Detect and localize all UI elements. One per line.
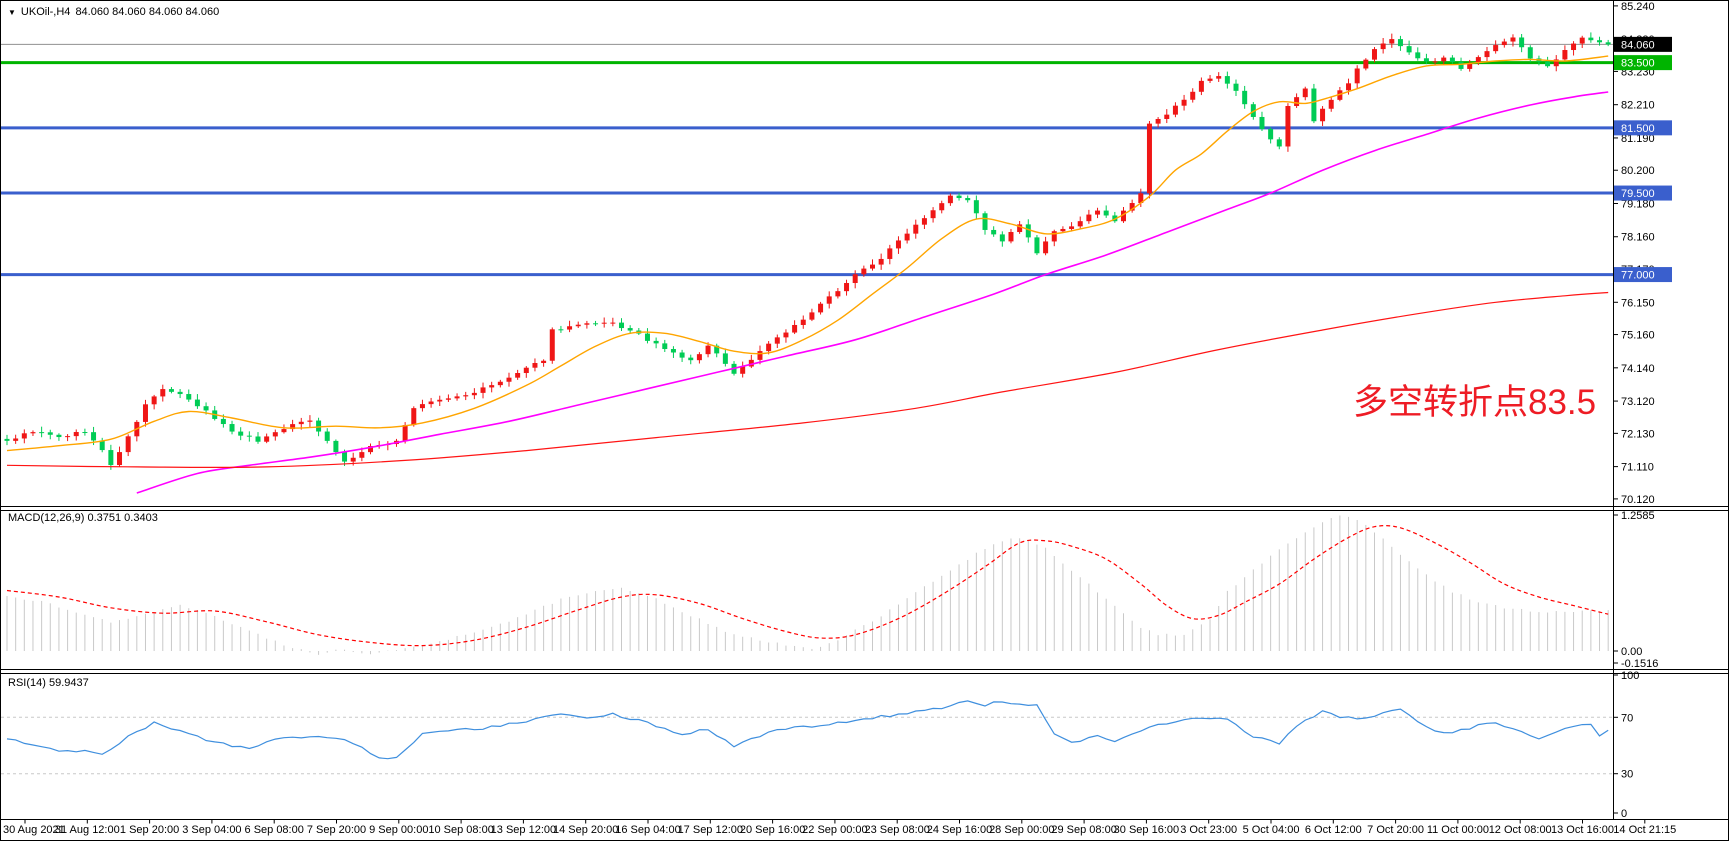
- svg-text:1 Sep 20:00: 1 Sep 20:00: [120, 824, 179, 836]
- svg-text:1.2585: 1.2585: [1621, 510, 1655, 522]
- svg-text:3 Sep 04:00: 3 Sep 04:00: [182, 824, 241, 836]
- rsi-level-lines: [1, 716, 1613, 775]
- svg-text:70: 70: [1621, 712, 1633, 724]
- candles: [4, 32, 1611, 470]
- svg-text:10 Sep 08:00: 10 Sep 08:00: [428, 824, 493, 836]
- svg-text:13 Sep 12:00: 13 Sep 12:00: [491, 824, 556, 836]
- svg-text:80.200: 80.200: [1621, 165, 1655, 177]
- svg-text:85.240: 85.240: [1621, 1, 1655, 13]
- svg-text:72.130: 72.130: [1621, 428, 1655, 440]
- svg-text:23 Sep 08:00: 23 Sep 08:00: [864, 824, 929, 836]
- macd-panel[interactable]: [6, 515, 1609, 655]
- svg-text:83.500: 83.500: [1621, 58, 1655, 70]
- macd-indicator-label: MACD(12,26,9) 0.3751 0.3403: [8, 512, 158, 524]
- svg-text:7 Sep 20:00: 7 Sep 20:00: [307, 824, 366, 836]
- svg-text:11 Oct 00:00: 11 Oct 00:00: [1427, 824, 1489, 836]
- level-lines[interactable]: [1, 61, 1613, 277]
- svg-text:7 Oct 20:00: 7 Oct 20:00: [1367, 824, 1424, 836]
- svg-text:20 Sep 16:00: 20 Sep 16:00: [740, 824, 805, 836]
- panel-borders: [1, 1, 1728, 820]
- quote-values: 84.060 84.060 84.060 84.060: [75, 6, 220, 18]
- rsi-line: [6, 700, 1609, 760]
- svg-text:81.190: 81.190: [1621, 133, 1655, 145]
- macd-histogram: [6, 515, 1609, 655]
- svg-text:75.160: 75.160: [1621, 330, 1655, 342]
- svg-text:30: 30: [1621, 769, 1633, 781]
- svg-text:14 Sep 20:00: 14 Sep 20:00: [553, 824, 618, 836]
- svg-text:82.210: 82.210: [1621, 100, 1655, 112]
- svg-text:13 Oct 16:00: 13 Oct 16:00: [1551, 824, 1614, 836]
- svg-text:77.000: 77.000: [1621, 270, 1655, 282]
- svg-text:84.060: 84.060: [1621, 39, 1655, 51]
- svg-text:70.120: 70.120: [1621, 494, 1655, 506]
- svg-text:24 Sep 16:00: 24 Sep 16:00: [927, 824, 992, 836]
- svg-text:0: 0: [1621, 808, 1627, 820]
- moving-average-lines: [6, 55, 1609, 494]
- svg-text:22 Sep 00:00: 22 Sep 00:00: [802, 824, 867, 836]
- svg-text:30 Sep 16:00: 30 Sep 16:00: [1114, 824, 1179, 836]
- svg-text:16 Sep 04:00: 16 Sep 04:00: [615, 824, 680, 836]
- svg-text:6 Sep 08:00: 6 Sep 08:00: [245, 824, 304, 836]
- svg-text:-0.1516: -0.1516: [1621, 658, 1658, 670]
- svg-text:12 Oct 08:00: 12 Oct 08:00: [1489, 824, 1552, 836]
- svg-text:81.500: 81.500: [1621, 123, 1655, 135]
- svg-text:76.150: 76.150: [1621, 297, 1655, 309]
- svg-text:3 Oct 23:00: 3 Oct 23:00: [1180, 824, 1237, 836]
- svg-text:79.180: 79.180: [1621, 198, 1655, 210]
- trade-note-annotation: 多空转折点83.5: [1353, 383, 1597, 422]
- main-panel[interactable]: [1, 32, 1613, 494]
- chart-title-bar: ▼ UKOil-,H4 84.060 84.060 84.060 84.060: [8, 6, 219, 18]
- svg-text:17 Sep 12:00: 17 Sep 12:00: [678, 824, 743, 836]
- svg-text:29 Sep 08:00: 29 Sep 08:00: [1051, 824, 1116, 836]
- svg-text:78.160: 78.160: [1621, 232, 1655, 244]
- svg-text:9 Sep 00:00: 9 Sep 00:00: [369, 824, 428, 836]
- rsi-indicator-label: RSI(14) 59.9437: [8, 677, 89, 689]
- svg-text:71.110: 71.110: [1621, 462, 1654, 474]
- svg-text:100: 100: [1621, 670, 1639, 682]
- price-axis[interactable]: 85.24084.22083.23082.21081.19080.20079.1…: [1613, 1, 1672, 820]
- svg-text:0.00: 0.00: [1621, 646, 1642, 658]
- svg-text:79.500: 79.500: [1621, 188, 1655, 200]
- svg-text:73.120: 73.120: [1621, 396, 1655, 408]
- svg-text:31 Aug 12:00: 31 Aug 12:00: [55, 824, 120, 836]
- svg-text:74.140: 74.140: [1621, 363, 1655, 375]
- svg-text:30 Aug 2021: 30 Aug 2021: [3, 824, 65, 836]
- symbol-title: UKOil-,H4: [20, 6, 71, 18]
- symbol-dropdown-icon[interactable]: ▼: [8, 7, 16, 17]
- svg-text:5 Oct 04:00: 5 Oct 04:00: [1243, 824, 1300, 836]
- svg-text:6 Oct 12:00: 6 Oct 12:00: [1305, 824, 1362, 836]
- macd-signal-line: [6, 525, 1609, 647]
- rsi-panel[interactable]: [1, 700, 1613, 775]
- svg-text:28 Sep 00:00: 28 Sep 00:00: [989, 824, 1054, 836]
- svg-text:14 Oct 21:15: 14 Oct 21:15: [1613, 824, 1676, 836]
